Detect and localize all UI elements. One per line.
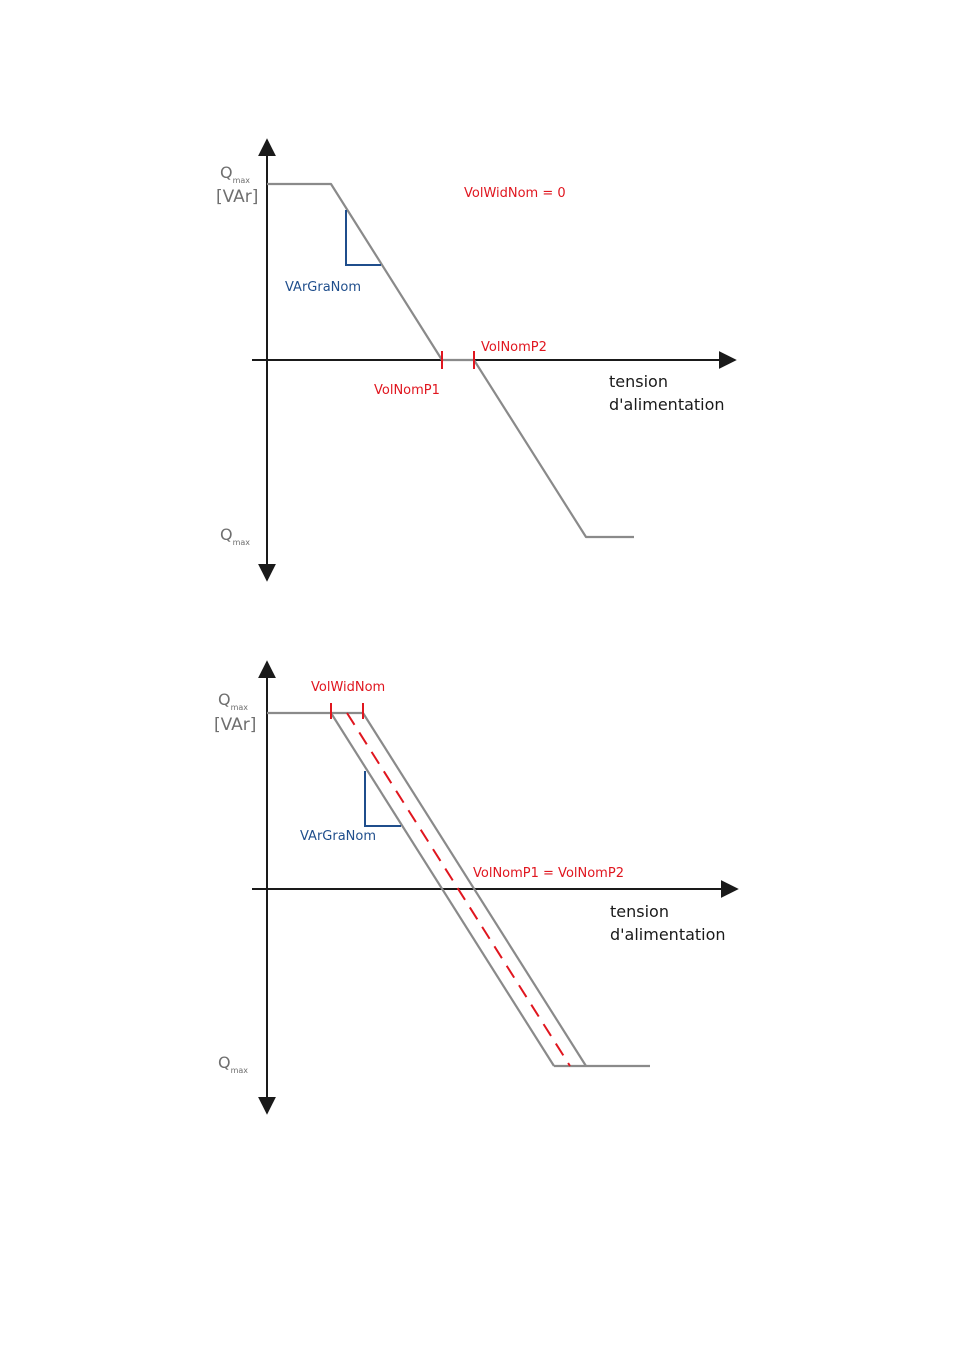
top-x-axis-label-line2: d'alimentation bbox=[609, 395, 725, 414]
bottom-p-label: VolNomP1 = VolNomP2 bbox=[473, 866, 624, 881]
bottom-gradient-label: VArGraNom bbox=[300, 829, 376, 844]
top-p1-label: VolNomP1 bbox=[374, 383, 440, 398]
top-gradient-triangle bbox=[345, 210, 381, 266]
top-unit-label: [VAr] bbox=[216, 187, 258, 207]
top-gradient-label: VArGraNom bbox=[285, 280, 361, 295]
bottom-curve-left-slope bbox=[330, 712, 555, 1067]
bottom-diagram: Qmax [VAr] Qmax VolWidNom VArGraNom VolN… bbox=[214, 660, 739, 1115]
bottom-qmax-upper-label: Qmax bbox=[218, 690, 248, 712]
bottom-unit-label: [VAr] bbox=[214, 715, 256, 735]
bottom-x-axis-label-line2: d'alimentation bbox=[610, 925, 726, 944]
top-qmax-lower-label: Qmax bbox=[220, 525, 250, 547]
top-qmax-upper-label: Qmax bbox=[220, 163, 250, 185]
bottom-center-dashed-line bbox=[346, 712, 571, 1067]
top-diagram: Qmax [VAr] Qmax VArGraNom VolWidNom = 0 … bbox=[216, 138, 737, 582]
bottom-width-label: VolWidNom bbox=[311, 680, 385, 695]
bottom-gradient-triangle bbox=[364, 771, 401, 827]
bottom-curve-right-slope bbox=[362, 712, 587, 1067]
top-width-note: VolWidNom = 0 bbox=[464, 186, 566, 201]
top-p2-label: VolNomP2 bbox=[481, 340, 547, 355]
bottom-x-axis-label-line1: tension bbox=[610, 902, 669, 921]
top-x-axis-label-line1: tension bbox=[609, 372, 668, 391]
bottom-qmax-lower-label: Qmax bbox=[218, 1053, 248, 1075]
top-characteristic-curve bbox=[267, 182, 634, 539]
